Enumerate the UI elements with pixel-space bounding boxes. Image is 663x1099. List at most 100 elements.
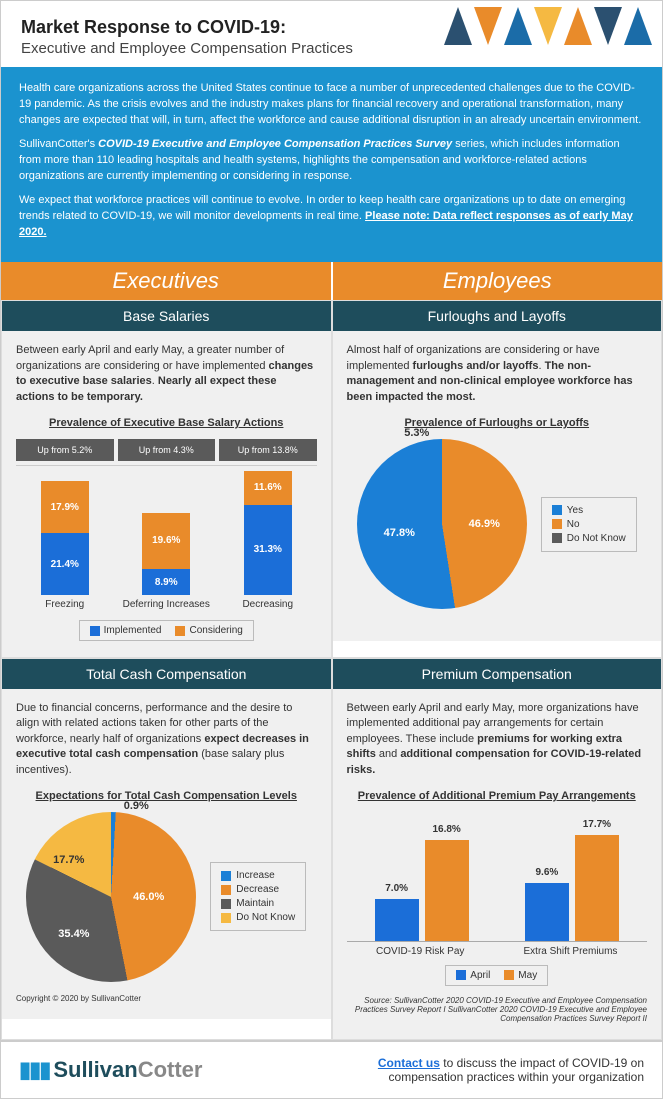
- pie-container: 46.9%47.8% 5.3%: [357, 439, 527, 609]
- cell-body: Between early April and early May, a gre…: [2, 331, 331, 657]
- premium-grouped-bar-chart: 7.0%16.8%9.6%17.7%: [347, 812, 648, 942]
- legend-label: Increase: [236, 870, 274, 881]
- cell-text: Almost half of organizations are conside…: [347, 343, 648, 405]
- swatch-icon: [456, 970, 466, 980]
- content-grid: Base Salaries Between early April and ea…: [1, 300, 662, 1040]
- legend-label: Do Not Know: [567, 533, 626, 544]
- legend-item: Considering: [175, 625, 242, 636]
- legend-label: May: [518, 970, 537, 981]
- cell-emp-premium: Premium Compensation Between early April…: [332, 658, 663, 1040]
- cell-text: Between early April and early May, more …: [347, 701, 648, 778]
- cell-body: Between early April and early May, more …: [333, 689, 662, 1039]
- footer: ▮▮▮SullivanCotter Contact us to discuss …: [1, 1040, 662, 1098]
- swatch-icon: [221, 913, 231, 923]
- column-header-executives: Executives: [1, 262, 331, 300]
- pie-legend: Increase Decrease Maintain Do Not Know: [210, 862, 306, 931]
- triangle-icon: [504, 7, 532, 45]
- cell-exec-total: Total Cash Compensation Due to financial…: [1, 658, 332, 1040]
- chart-legend: Implemented Considering: [79, 620, 254, 641]
- cell-title: Furloughs and Layoffs: [333, 301, 662, 331]
- cell-text: Between early April and early May, a gre…: [16, 343, 317, 405]
- chart-title: Prevalence of Additional Premium Pay Arr…: [347, 790, 648, 802]
- pie-wrap: 46.0%35.4%17.7% 0.9% Increase Decrease M…: [16, 812, 317, 982]
- legend-item: May: [504, 970, 537, 981]
- pie-label-outside: 0.9%: [124, 800, 149, 812]
- swatch-icon: [221, 899, 231, 909]
- legend-item: Yes: [552, 505, 626, 516]
- intro-text: SullivanCotter's: [19, 138, 98, 150]
- intro-em: COVID-19 Executive and Employee Compensa…: [98, 138, 452, 150]
- legend-item: Increase: [221, 870, 295, 881]
- contact-text: Contact us to discuss the impact of COVI…: [324, 1056, 644, 1084]
- bar-xlabel: Extra Shift Premiums: [524, 946, 618, 957]
- cell-text: Due to financial concerns, performance a…: [16, 701, 317, 778]
- triangle-icon: [594, 7, 622, 45]
- cell-body: Almost half of organizations are conside…: [333, 331, 662, 641]
- header: Market Response to COVID-19: Executive a…: [1, 1, 662, 67]
- chart-title: Expectations for Total Cash Compensation…: [16, 790, 317, 802]
- bar-header: Up from 4.3%: [118, 439, 216, 461]
- bar-xlabels: Freezing Deferring Increases Decreasing: [16, 599, 317, 610]
- intro-box: Health care organizations across the Uni…: [1, 67, 662, 262]
- swatch-icon: [552, 519, 562, 529]
- bar-xlabel: Decreasing: [219, 599, 317, 610]
- triangle-icon: [474, 7, 502, 45]
- bar-xlabel: COVID-19 Risk Pay: [376, 946, 464, 957]
- bar-xlabel: Deferring Increases: [118, 599, 216, 610]
- bar-header: Up from 13.8%: [219, 439, 317, 461]
- grouped-bar-xlabels: COVID-19 Risk Pay Extra Shift Premiums: [347, 946, 648, 957]
- logo: ▮▮▮SullivanCotter: [19, 1057, 202, 1083]
- legend-label: Implemented: [104, 625, 162, 636]
- legend-item: April: [456, 970, 490, 981]
- swatch-icon: [552, 505, 562, 515]
- text-bold: furloughs and/or layoffs: [413, 360, 539, 372]
- swatch-icon: [552, 533, 562, 543]
- intro-p3: We expect that workforce practices will …: [19, 193, 644, 241]
- legend-item: Implemented: [90, 625, 162, 636]
- contact-link[interactable]: Contact us: [378, 1056, 440, 1070]
- legend-item: No: [552, 519, 626, 530]
- cell-title: Base Salaries: [2, 301, 331, 331]
- logo-text-a: Sullivan: [53, 1057, 137, 1082]
- bar-area: 21.4%17.9%8.9%19.6%31.3%11.6%: [16, 465, 317, 595]
- legend-label: Decrease: [236, 884, 279, 895]
- cell-emp-furlough: Furloughs and Layoffs Almost half of org…: [332, 300, 663, 658]
- column-header-employees: Employees: [331, 262, 663, 300]
- cell-exec-base: Base Salaries Between early April and ea…: [1, 300, 332, 658]
- pie-label-outside: 5.3%: [404, 427, 429, 439]
- text: and: [376, 748, 400, 760]
- swatch-icon: [175, 626, 185, 636]
- chart-title: Prevalence of Furloughs or Layoffs: [347, 417, 648, 429]
- pie-container: 46.0%35.4%17.7% 0.9%: [26, 812, 196, 982]
- triangle-icon: [564, 7, 592, 45]
- legend-item: Do Not Know: [221, 912, 295, 923]
- swatch-icon: [504, 970, 514, 980]
- cell-title: Total Cash Compensation: [2, 659, 331, 689]
- swatch-icon: [90, 626, 100, 636]
- source-text: Source: SullivanCotter 2020 COVID-19 Exe…: [347, 986, 648, 1023]
- legend-label: Yes: [567, 505, 583, 516]
- exec-base-bar-chart: Up from 5.2% Up from 4.3% Up from 13.8% …: [16, 439, 317, 641]
- chart-title: Prevalence of Executive Base Salary Acti…: [16, 417, 317, 429]
- legend-label: Do Not Know: [236, 912, 295, 923]
- page: Market Response to COVID-19: Executive a…: [0, 0, 663, 1099]
- triangle-icon: [444, 7, 472, 45]
- furlough-pie-chart: 46.9%47.8%: [357, 439, 527, 609]
- bar-header: Up from 5.2%: [16, 439, 114, 461]
- legend-label: No: [567, 519, 580, 530]
- pie-legend: Yes No Do Not Know: [541, 497, 637, 552]
- cell-body: Due to financial concerns, performance a…: [2, 689, 331, 1019]
- triangle-icon: [624, 7, 652, 45]
- legend-item: Decrease: [221, 884, 295, 895]
- triangle-icon: [534, 7, 562, 45]
- header-decoration: [444, 7, 652, 45]
- intro-p1: Health care organizations across the Uni…: [19, 81, 644, 129]
- logo-bars-icon: ▮▮▮: [19, 1057, 49, 1082]
- swatch-icon: [221, 871, 231, 881]
- legend-label: April: [470, 970, 490, 981]
- legend-item: Maintain: [221, 898, 295, 909]
- bar-header-row: Up from 5.2% Up from 4.3% Up from 13.8%: [16, 439, 317, 461]
- column-headers: Executives Employees: [1, 262, 662, 300]
- pie-wrap: 46.9%47.8% 5.3% Yes No Do Not Know: [347, 439, 648, 609]
- legend-label: Maintain: [236, 898, 274, 909]
